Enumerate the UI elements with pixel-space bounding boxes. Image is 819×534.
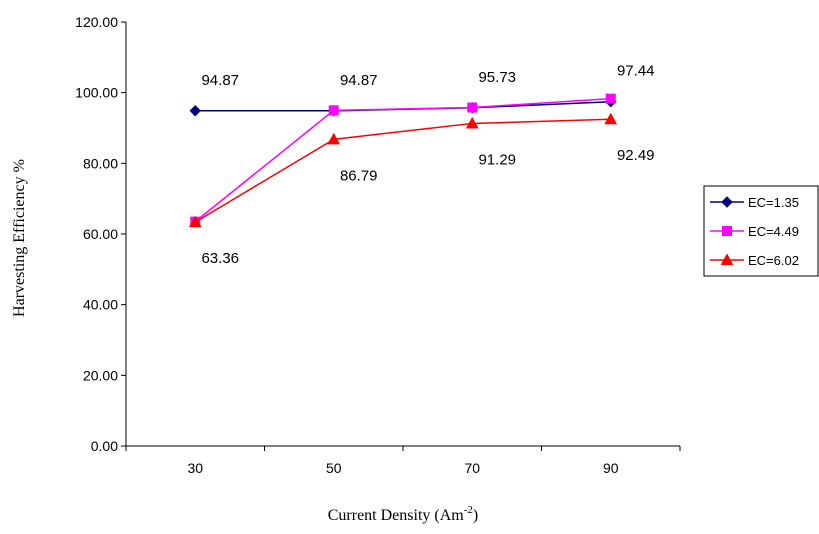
data-label: 63.36 — [201, 250, 239, 267]
legend-marker — [721, 196, 733, 208]
legend: EC=1.35 EC=4.49 EC=6.02 — [703, 185, 819, 277]
legend-marker — [720, 253, 734, 265]
data-label: 97.44 — [617, 63, 655, 80]
data-label: 91.29 — [478, 151, 516, 168]
x-axis-title-sup: -2 — [464, 504, 473, 516]
x-axis-title-close: ) — [473, 507, 478, 524]
y-tick-label: 0.00 — [91, 438, 118, 454]
series-3 — [188, 112, 618, 228]
legend-marker — [722, 226, 732, 236]
legend-label: EC=6.02 — [748, 253, 799, 268]
legend-label: EC=1.35 — [748, 195, 799, 210]
series-1 — [189, 96, 617, 117]
x-axis-title-main: Current Density (Am — [328, 507, 465, 524]
x-axis-title: Current Density (Am-2) — [328, 504, 478, 524]
legend-label: EC=4.49 — [748, 224, 799, 239]
y-tick-label: 80.00 — [83, 155, 118, 171]
data-label: 94.87 — [201, 72, 239, 89]
y-tick-label: 120.00 — [75, 14, 118, 30]
data-point — [189, 105, 201, 117]
series-layer — [188, 93, 618, 228]
legend-item-1: EC=1.35 — [710, 195, 799, 210]
data-point — [328, 105, 339, 116]
series-line — [194, 118, 611, 223]
y-tick-label: 60.00 — [83, 226, 118, 242]
data-label: 95.73 — [478, 69, 516, 86]
data-point — [605, 93, 616, 104]
data-label: 94.87 — [340, 72, 378, 89]
data-point — [327, 132, 341, 145]
y-tick-label: 40.00 — [83, 297, 118, 313]
data-point — [188, 215, 202, 228]
data-point — [467, 102, 478, 113]
data-point — [465, 116, 479, 129]
y-axis-title: Harvesting Efficiency % — [11, 159, 28, 317]
x-tick-label: 90 — [603, 460, 619, 476]
data-label: 86.79 — [340, 167, 378, 184]
y-tick-label: 100.00 — [75, 85, 118, 101]
data-point — [604, 112, 618, 125]
axes: 0.00 20.00 40.00 60.00 80.00 100.00 120.00 30 50… — [75, 14, 681, 476]
x-tick-label: 50 — [326, 460, 342, 476]
y-tick-label: 20.00 — [83, 367, 118, 383]
data-labels: 94.87 94.87 95.73 97.44 63.36 86.79 91.29 92.49 — [201, 63, 654, 267]
x-tick-label: 70 — [464, 460, 480, 476]
series-2 — [190, 93, 616, 227]
legend-item-3: EC=6.02 — [710, 253, 799, 268]
x-tick-label: 30 — [187, 460, 203, 476]
data-label: 92.49 — [617, 147, 655, 164]
series-line — [194, 97, 611, 223]
legend-item-2: EC=4.49 — [710, 224, 799, 239]
